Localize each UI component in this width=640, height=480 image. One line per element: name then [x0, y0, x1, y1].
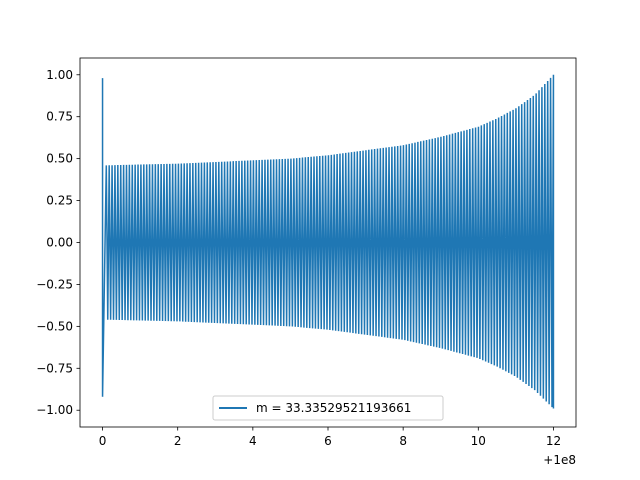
y-tick-label: 0.00 — [46, 236, 73, 250]
x-tick-label: 2 — [174, 434, 182, 448]
x-axis-offset-label: +1e8 — [543, 453, 576, 467]
y-tick-label: −0.50 — [36, 319, 73, 333]
series-line — [101, 74, 555, 409]
x-tick-label: 10 — [471, 434, 486, 448]
y-tick-label: −0.25 — [36, 277, 73, 291]
y-tick-label: 1.00 — [46, 68, 73, 82]
series-layer — [101, 74, 555, 409]
x-axis-ticks: 0 2 4 6 8 10 12 — [99, 427, 561, 448]
x-tick-label: 8 — [399, 434, 407, 448]
y-tick-label: 0.25 — [46, 194, 73, 208]
legend-box — [212, 395, 444, 421]
y-tick-label: −1.00 — [36, 403, 73, 417]
x-tick-label: 4 — [249, 434, 257, 448]
y-tick-label: 0.75 — [46, 110, 73, 124]
x-tick-label: 0 — [99, 434, 107, 448]
y-tick-label: −0.75 — [36, 361, 73, 375]
x-tick-label: 12 — [546, 434, 561, 448]
legend-label: m = 33.33529521193661 — [256, 401, 411, 415]
x-tick-label: 6 — [324, 434, 332, 448]
y-tick-label: 0.50 — [46, 152, 73, 166]
legend: m = 33.33529521193661 — [212, 395, 444, 421]
y-axis-ticks: −1.00 −0.75 −0.50 −0.25 0.00 0.25 0.50 0.75 1.00 — [36, 68, 80, 417]
